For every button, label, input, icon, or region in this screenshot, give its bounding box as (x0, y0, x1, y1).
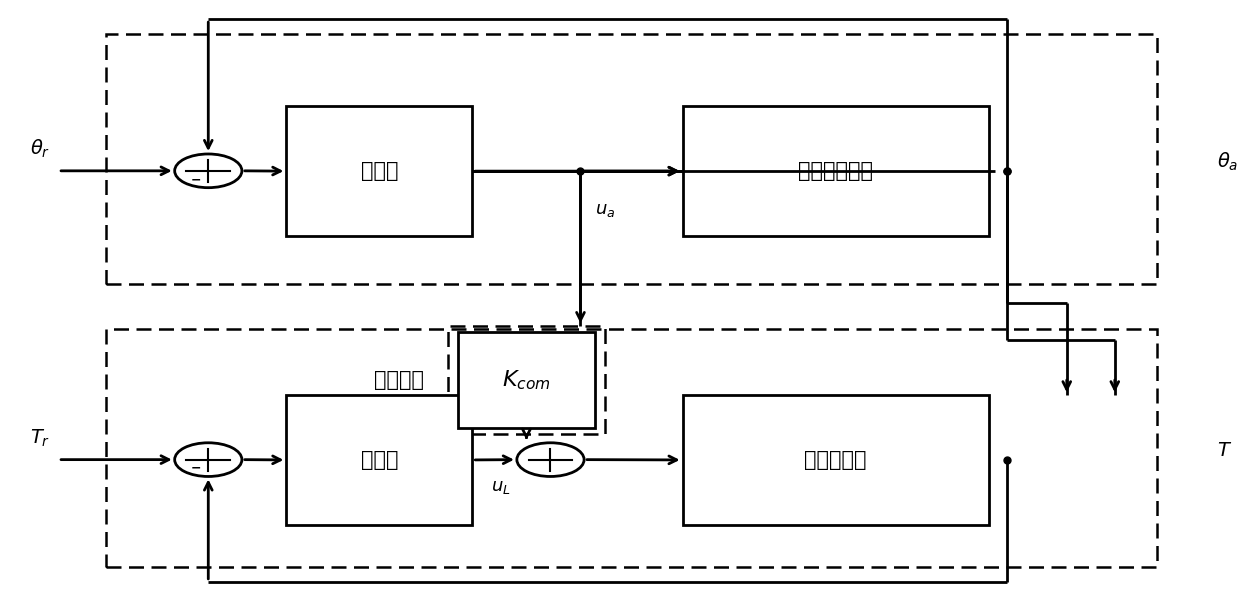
Text: $\theta_r$: $\theta_r$ (30, 138, 51, 160)
Bar (682, 395, 988, 525)
Bar (449, 326, 605, 434)
Text: $\theta_a$: $\theta_a$ (1216, 151, 1239, 173)
Text: $K_{com}$: $K_{com}$ (502, 368, 551, 392)
Bar (286, 107, 472, 236)
Text: $u_{com}$: $u_{com}$ (541, 453, 580, 470)
Text: 力加载系统: 力加载系统 (805, 450, 867, 470)
Circle shape (517, 443, 584, 476)
Text: $T$: $T$ (1216, 442, 1233, 461)
Text: 补偿系数: 补偿系数 (374, 370, 424, 390)
Text: −: − (190, 173, 201, 186)
Text: 位置伺服系统: 位置伺服系统 (799, 161, 873, 181)
Bar (107, 329, 1157, 567)
Circle shape (175, 154, 242, 188)
Text: $u_a$: $u_a$ (595, 201, 615, 219)
Bar (458, 332, 595, 428)
Bar (107, 34, 1157, 284)
Text: 控制器: 控制器 (361, 161, 398, 181)
Bar (286, 395, 472, 525)
Text: $T_r$: $T_r$ (30, 428, 51, 449)
Text: 控制器: 控制器 (361, 450, 398, 470)
Bar (682, 107, 988, 236)
Circle shape (175, 443, 242, 476)
Text: −: − (190, 462, 201, 475)
Text: $u_L$: $u_L$ (491, 478, 511, 496)
